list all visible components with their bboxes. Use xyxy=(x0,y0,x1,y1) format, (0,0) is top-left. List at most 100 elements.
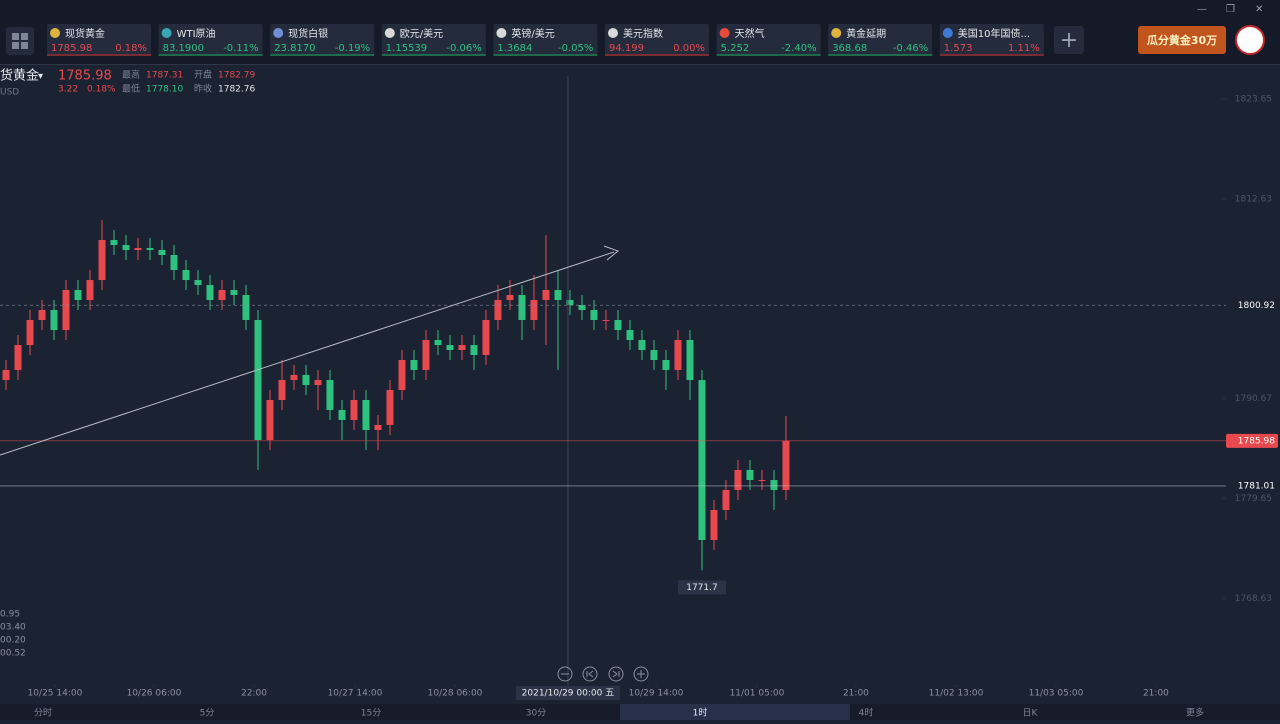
candle-body xyxy=(74,290,82,301)
candle-body xyxy=(350,399,358,420)
ticker-card[interactable] xyxy=(828,24,933,56)
sub-indicator-label: 00.52 xyxy=(0,649,26,659)
x-tick-label: 10/28 06:00 xyxy=(428,689,483,699)
candle-body xyxy=(770,480,778,491)
stat-value: 1782.76 xyxy=(218,85,255,95)
y-tick-label: 1823.65 xyxy=(1235,95,1272,105)
symbol[interactable]: 货黄金 xyxy=(0,68,39,84)
ticker-card[interactable] xyxy=(939,24,1044,56)
divider xyxy=(0,64,1280,65)
candle-body xyxy=(230,290,238,296)
ticker-card[interactable] xyxy=(605,24,709,56)
x-tick-label: 10/27 14:00 xyxy=(328,689,383,699)
price-tag-label: 1781.01 xyxy=(1238,481,1275,491)
ticker-icon xyxy=(50,28,60,38)
candle-body xyxy=(578,304,586,310)
y-tick-label: 1768.63 xyxy=(1235,594,1272,604)
candle-body xyxy=(734,469,742,491)
ad-banner[interactable] xyxy=(1138,26,1226,54)
candle-body xyxy=(278,380,286,400)
ticker-card[interactable] xyxy=(381,24,486,56)
ticker-card[interactable] xyxy=(47,24,151,56)
ticker-underline xyxy=(716,54,821,56)
candle-body xyxy=(542,290,550,301)
trend-arrow xyxy=(603,245,620,261)
x-tick-label: 21:00 xyxy=(843,689,869,699)
ticker-price: 94.199 xyxy=(609,43,644,54)
zoom-in[interactable] xyxy=(633,666,649,682)
ticker-change: -0.19% xyxy=(335,43,370,54)
scroll-end[interactable] xyxy=(608,666,624,682)
ticker-list: 现货黄金 1785.98 0.18% WTI原油 83.1900 -0.11% 现货白银 23… xyxy=(47,24,1044,56)
ticker-card[interactable] xyxy=(158,24,263,56)
timeframe[interactable]: 30分 xyxy=(526,708,546,719)
scroll-start[interactable] xyxy=(582,666,598,682)
window-restore[interactable]: ❐ xyxy=(1226,4,1235,15)
ticker-underline xyxy=(270,54,375,56)
candle-body xyxy=(362,399,370,431)
chart: 1823.65 1812.63 1790.67 1779.65 1768.63 10/25… xyxy=(0,76,1278,700)
ticker-card[interactable] xyxy=(270,24,375,56)
candle-body xyxy=(254,319,262,441)
candle-body xyxy=(86,280,94,301)
ticker-change: -0.06% xyxy=(446,43,481,54)
zoom-out[interactable] xyxy=(557,666,573,682)
timeframe[interactable]: 日K xyxy=(1023,708,1039,719)
timeframe[interactable]: 15分 xyxy=(361,708,381,719)
window-min[interactable]: — xyxy=(1197,4,1207,15)
ticker-icon xyxy=(161,28,172,38)
candle-body xyxy=(686,340,694,381)
candle-body xyxy=(38,309,46,320)
x-tick-label: 22:00 xyxy=(241,689,267,699)
x-tick-label: 10/26 06:00 xyxy=(127,689,182,699)
add-ticker[interactable] xyxy=(1054,26,1084,54)
header-change-pct: 0.18% xyxy=(87,85,116,95)
x-tick-label: 2021/10/29 00:00 五 xyxy=(522,689,615,699)
ticker-card[interactable] xyxy=(716,24,821,56)
candle-body xyxy=(26,319,34,346)
candle-body xyxy=(266,399,274,441)
stat-label: 昨收 xyxy=(194,83,212,95)
header-stats: 最高 1787.31 开盘 1782.79 最低 1778.10 昨收 1782.76 xyxy=(122,69,255,95)
timeframe[interactable]: 分时 xyxy=(34,707,52,719)
timeframe[interactable]: 4时 xyxy=(859,707,874,719)
ticker-price: 1.3684 xyxy=(497,43,532,54)
ticker-icon xyxy=(273,28,284,38)
price-tag-label: 1785.98 xyxy=(1238,436,1275,446)
avatar[interactable] xyxy=(1235,25,1265,55)
menu-icon xyxy=(12,33,28,49)
ticker-name: 英镑/美元 xyxy=(511,27,554,40)
candle-body xyxy=(710,509,718,541)
ticker-change: -0.05% xyxy=(558,43,593,54)
price-tag-label: 1800.92 xyxy=(1238,301,1275,311)
timeframe[interactable]: 5分 xyxy=(200,708,215,719)
ticker-underline xyxy=(493,54,598,56)
candle-body xyxy=(242,295,250,320)
candle-body xyxy=(602,319,610,321)
ticker-name: 黄金延期 xyxy=(846,27,886,40)
candle-body xyxy=(410,359,418,370)
ticker-price: 5.252 xyxy=(721,43,750,54)
window-close[interactable]: ✕ xyxy=(1255,4,1263,15)
ticker-change: -2.40% xyxy=(781,43,816,54)
menu-button[interactable] xyxy=(6,27,34,55)
ticker-price: 83.1900 xyxy=(163,43,204,54)
ticker-price: 23.8170 xyxy=(274,43,315,54)
ticker-card[interactable] xyxy=(493,24,598,56)
sub-indicator-label: 03.40 xyxy=(0,623,26,633)
timeframe[interactable]: 更多 xyxy=(1186,707,1204,719)
x-tick-label: 11/02 13:00 xyxy=(929,689,984,699)
price-tag xyxy=(1226,433,1278,448)
ticker-price: 1785.98 xyxy=(51,43,92,54)
candle-body xyxy=(662,359,670,370)
timeframe-active xyxy=(620,704,850,720)
candle-body xyxy=(2,369,10,381)
candle-body xyxy=(422,340,430,370)
candle-body xyxy=(434,340,442,346)
candle-body xyxy=(170,255,178,270)
stat-value: 1778.10 xyxy=(146,85,183,95)
candle-body xyxy=(122,245,130,251)
timeframe[interactable]: 1时 xyxy=(693,707,708,719)
